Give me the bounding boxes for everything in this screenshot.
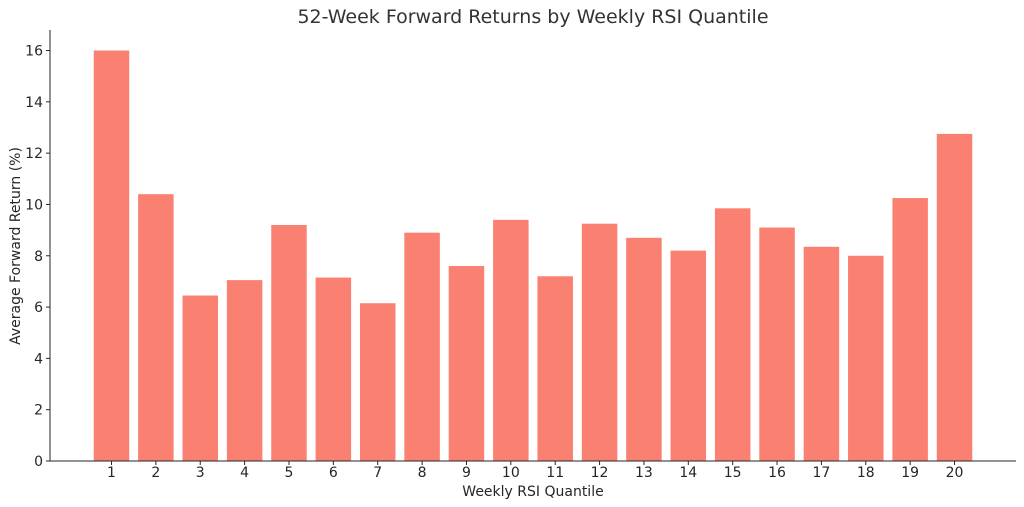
y-tick-label: 16: [25, 44, 43, 60]
x-tick-label: 11: [546, 465, 564, 481]
x-tick-label: 9: [462, 465, 471, 481]
y-ticks-group: 0 2 4 6 8 10 12 14 16: [25, 44, 50, 470]
x-tick-label: 17: [813, 465, 831, 481]
y-tick-label: 10: [25, 197, 43, 213]
x-tick-label: 15: [724, 465, 742, 481]
bar-5: [271, 224, 307, 461]
x-tick-label: 14: [679, 465, 697, 481]
x-tick-label: 12: [591, 465, 609, 481]
x-tick-label: 1: [107, 465, 116, 481]
bar-10: [493, 219, 529, 461]
x-axis-label: Weekly RSI Quantile: [462, 484, 603, 500]
x-ticks-group: 1 2 3 4 5 6 7 8 9 10 11 12 13 14 15 16 17 18 19 20: [107, 461, 963, 481]
bar-12: [581, 223, 618, 461]
x-tick-label: 5: [285, 465, 294, 481]
y-tick-label: 8: [34, 249, 43, 265]
y-tick-label: 12: [25, 146, 43, 162]
x-tick-label: 19: [901, 465, 919, 481]
x-tick-label: 3: [196, 465, 205, 481]
bar-7: [359, 303, 396, 461]
x-tick-label: 20: [946, 465, 964, 481]
y-tick-label: 14: [25, 95, 43, 111]
bar-2: [138, 194, 174, 461]
y-axis-label: Average Forward Return (%): [8, 147, 24, 345]
y-tick-label: 0: [34, 454, 43, 470]
y-tick-label: 4: [34, 351, 43, 367]
x-tick-label: 8: [418, 465, 427, 481]
bar-17: [803, 246, 840, 461]
bar-16: [759, 227, 795, 461]
y-tick-label: 6: [34, 300, 43, 316]
bar-4: [226, 280, 263, 461]
x-tick-label: 2: [151, 465, 160, 481]
bar-19: [892, 198, 928, 462]
bar-13: [626, 237, 662, 461]
x-tick-label: 13: [635, 465, 653, 481]
bar-8: [404, 232, 440, 461]
chart-title: 52-Week Forward Returns by Weekly RSI Qu…: [297, 6, 768, 28]
bar-20: [936, 133, 973, 461]
x-tick-label: 7: [373, 465, 382, 481]
bar-15: [714, 208, 751, 461]
bars-group: [93, 50, 973, 462]
y-tick-label: 2: [34, 403, 43, 419]
bar-6: [315, 277, 352, 461]
bar-11: [537, 276, 573, 461]
x-tick-label: 4: [240, 465, 249, 481]
bar-14: [670, 250, 707, 461]
bar-3: [182, 295, 218, 461]
bar-1: [93, 50, 130, 462]
bar-9: [448, 266, 485, 461]
x-tick-label: 16: [768, 465, 786, 481]
x-tick-label: 18: [857, 465, 875, 481]
x-tick-label: 10: [502, 465, 520, 481]
bar-18: [848, 255, 884, 461]
x-tick-label: 6: [329, 465, 338, 481]
